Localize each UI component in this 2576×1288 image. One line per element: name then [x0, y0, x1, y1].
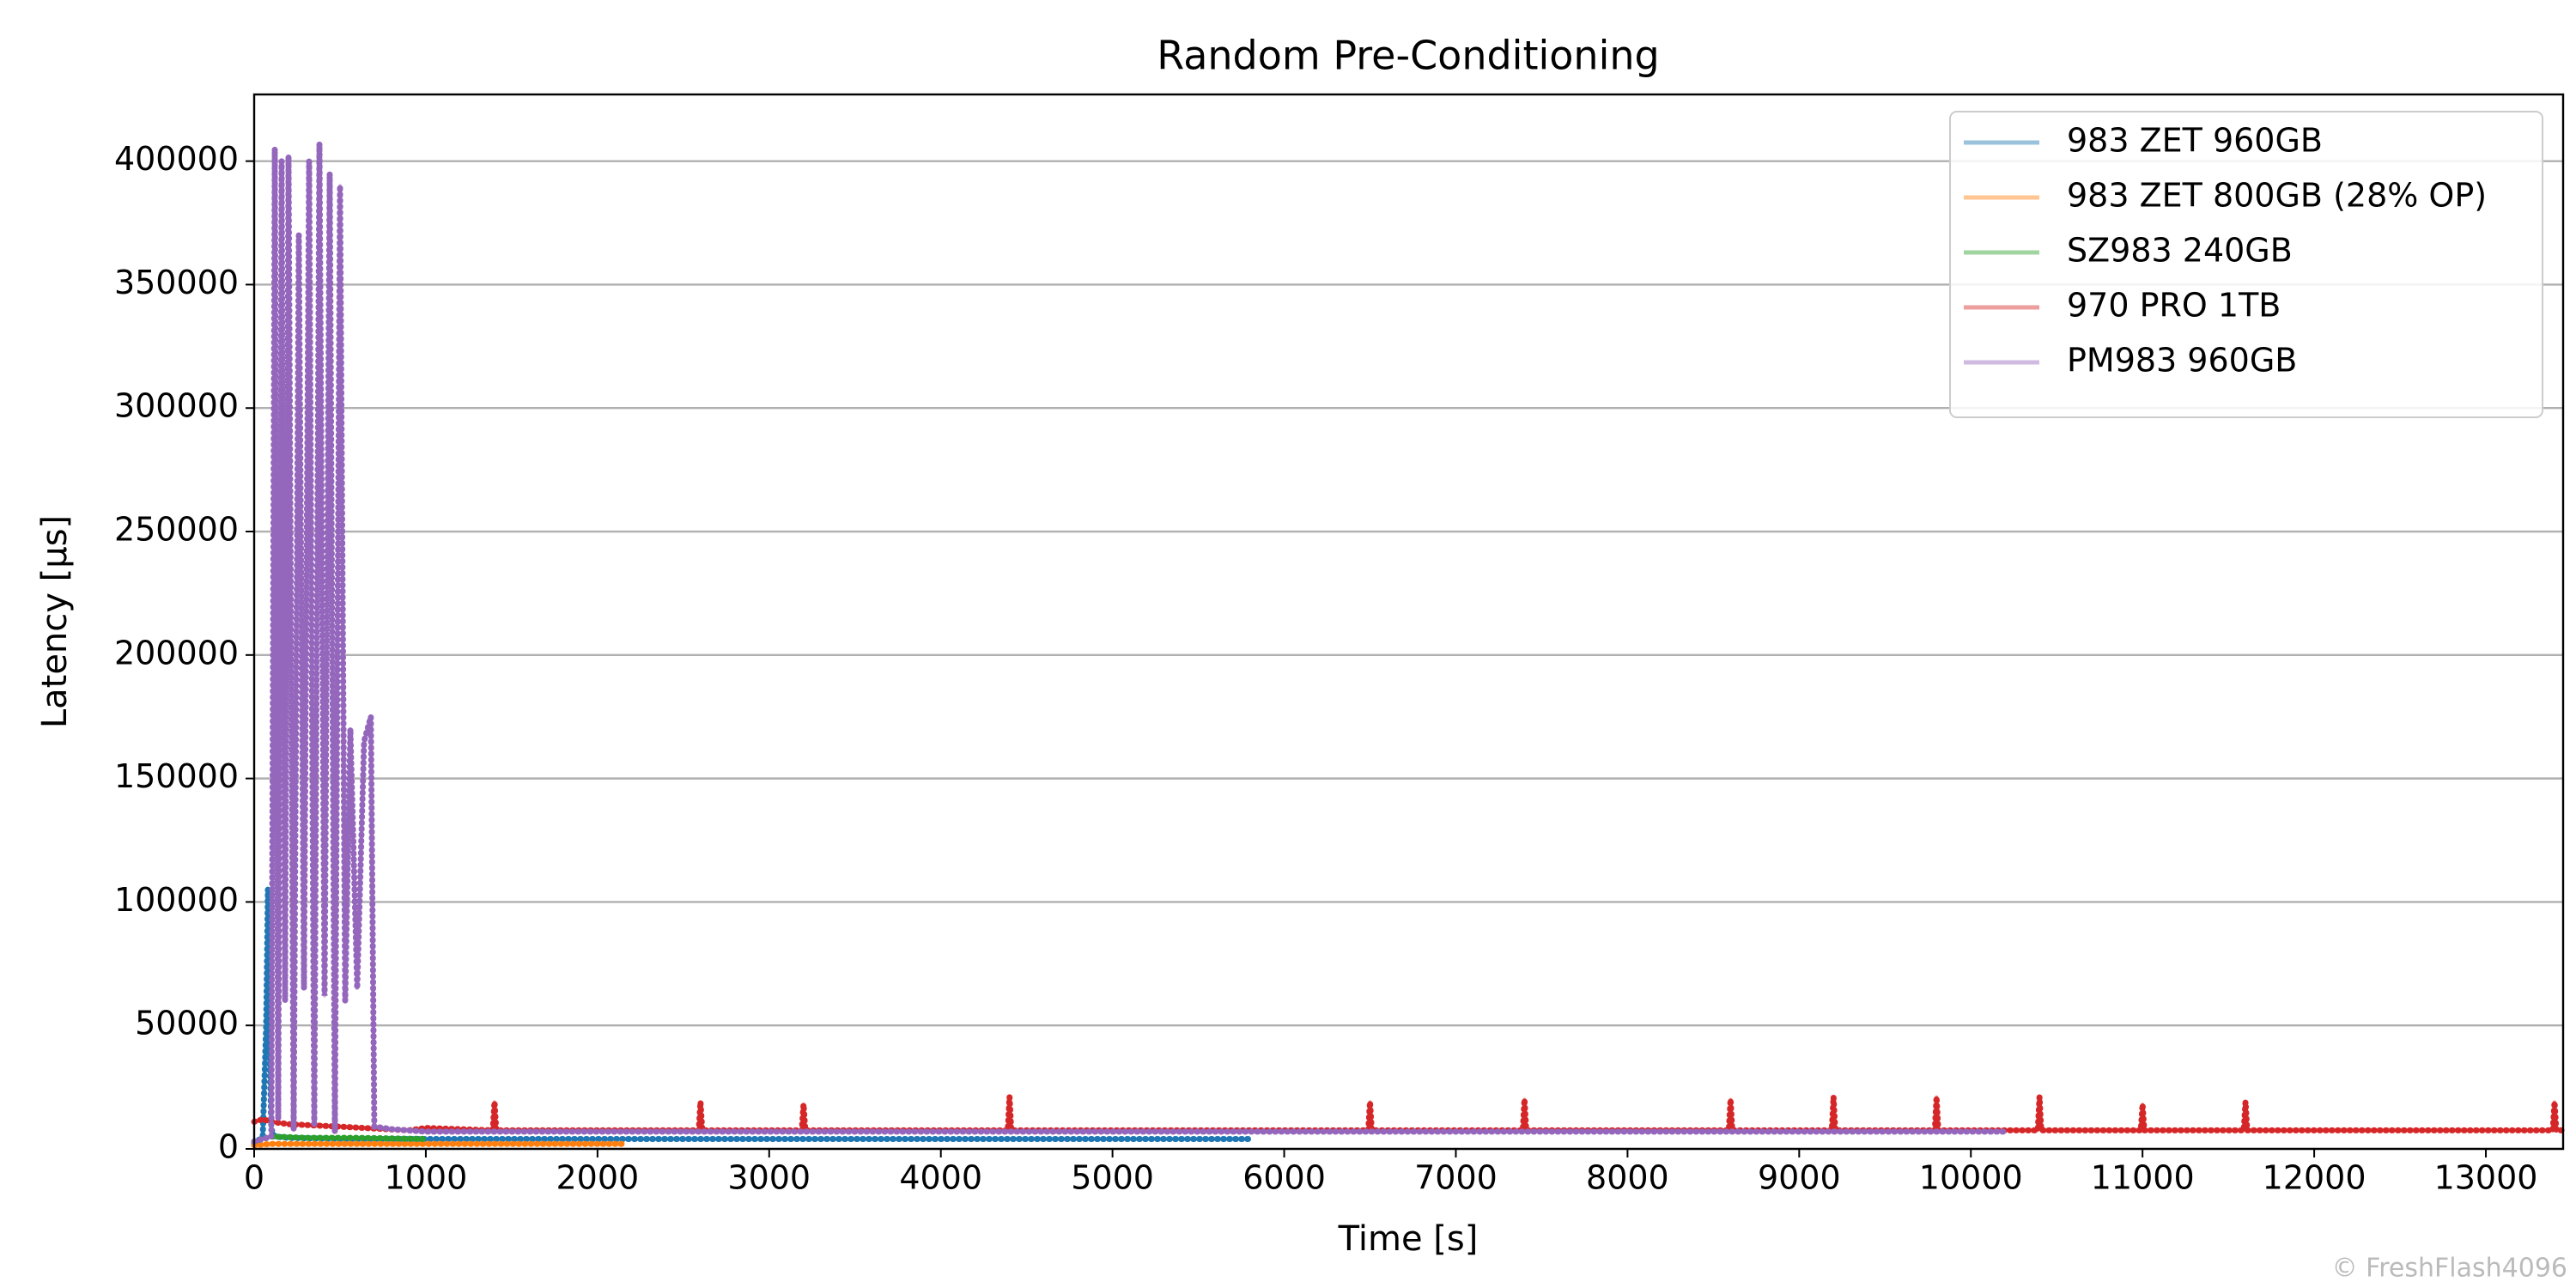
series-trace	[251, 1097, 2567, 1134]
x-tick-label: 2000	[556, 1159, 639, 1197]
x-tick-label: 7000	[1414, 1159, 1498, 1197]
y-tick-label: 50000	[135, 1005, 239, 1042]
x-tick-label: 4000	[899, 1159, 982, 1197]
y-tick-label: 0	[218, 1128, 239, 1166]
x-tick-label: 12000	[2263, 1159, 2366, 1197]
y-tick-label: 200000	[114, 634, 239, 671]
x-tick-label: 10000	[1919, 1159, 2023, 1197]
legend: 983 ZET 960GB 983 ZET 800GB (28% OP) SZ983…	[1949, 111, 2543, 418]
y-tick-label: 400000	[114, 140, 239, 178]
y-tick-label: 250000	[114, 511, 239, 549]
x-axis-label: Time [s]	[1338, 1219, 1479, 1259]
legend-label: SZ983 240GB	[2067, 232, 2293, 270]
series-trace	[251, 143, 2008, 1145]
x-tick-label: 6000	[1242, 1159, 1326, 1197]
legend-box	[1949, 111, 2543, 418]
x-tick-label: 3000	[727, 1159, 811, 1197]
legend-label: 983 ZET 960GB	[2067, 122, 2323, 160]
x-tick-label: 9000	[1758, 1159, 1841, 1197]
x-tick-label: 11000	[2091, 1159, 2195, 1197]
x-tick-label: 8000	[1586, 1159, 1669, 1197]
y-axis-label: Latency [µs]	[35, 515, 75, 728]
x-tick-label: 13000	[2434, 1159, 2538, 1197]
series-trace	[251, 1140, 627, 1149]
y-tick-label: 300000	[114, 387, 239, 425]
legend-label: 983 ZET 800GB (28% OP)	[2067, 177, 2487, 215]
chart-title: Random Pre-Conditioning	[1157, 33, 1659, 79]
y-tick-label: 150000	[114, 757, 239, 795]
watermark: © FreshFlash4096	[2332, 1254, 2567, 1284]
y-tick-label: 100000	[114, 881, 239, 919]
x-tick-label: 0	[244, 1159, 264, 1197]
legend-label: PM983 960GB	[2067, 342, 2297, 380]
legend-label: 970 PRO 1TB	[2067, 287, 2281, 325]
y-tick-label: 350000	[114, 264, 239, 301]
x-tick-label: 5000	[1071, 1159, 1154, 1197]
x-tick-label: 1000	[385, 1159, 468, 1197]
plot-frame	[252, 93, 2565, 1151]
